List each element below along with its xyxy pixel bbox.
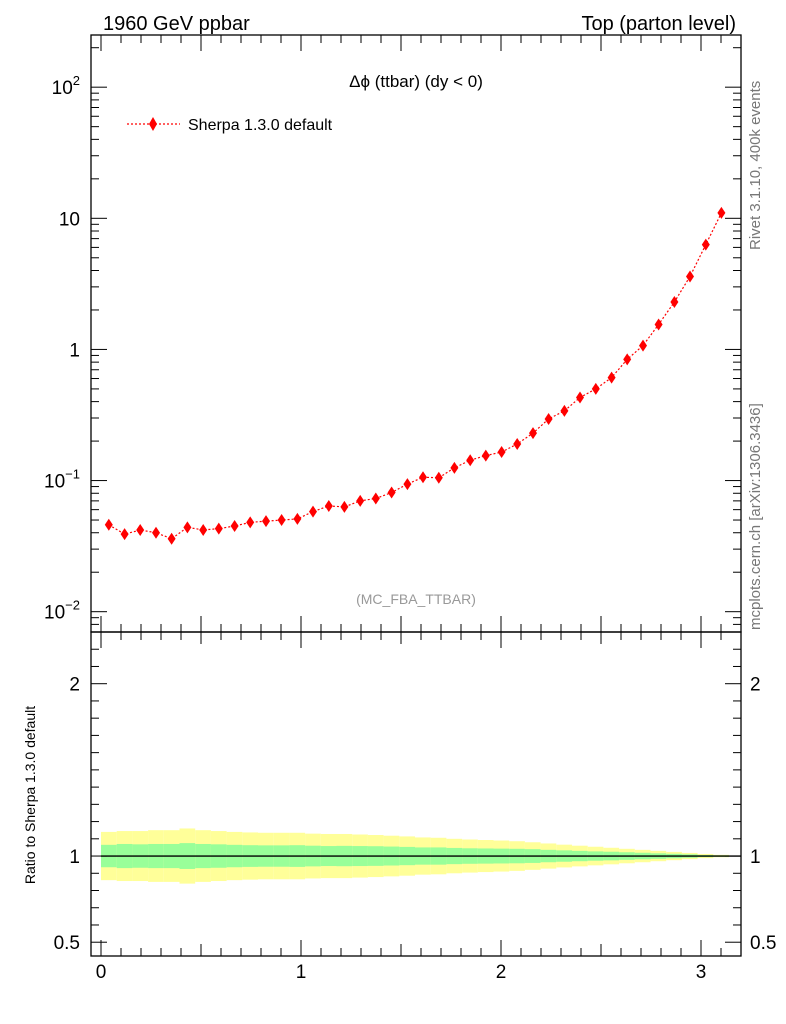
series-point — [701, 238, 710, 251]
series-point — [136, 523, 145, 536]
series-point — [199, 523, 208, 536]
series-point — [371, 492, 380, 505]
series-point — [293, 512, 302, 525]
legend-marker — [149, 117, 157, 131]
series-point — [560, 404, 569, 417]
series-point — [262, 515, 270, 528]
series-point — [670, 296, 679, 309]
ratio-y-tick-label-right: 1 — [750, 847, 761, 868]
main-y-tick-label: 10 — [59, 209, 80, 230]
ratio-panel: 0.5 0.5 1 1 2 2 0 1 2 3 Ratio to Sherpa 1.3.0 def… — [22, 631, 777, 983]
main-y-tick-label: 10−2 — [44, 598, 80, 624]
main-series — [104, 206, 726, 545]
series-point — [654, 318, 663, 331]
series-point — [277, 514, 286, 527]
series-point — [623, 353, 632, 366]
main-panel: 10−2 10−1 1 10 102 Δϕ (ttbar) (dy < 0) (MC_F… — [44, 34, 742, 633]
x-tick-label: 3 — [696, 962, 707, 983]
main-y-tick-label: 1 — [69, 340, 80, 361]
series-point — [434, 471, 443, 484]
series-point — [167, 532, 176, 545]
main-y-tick-label: 10−1 — [44, 467, 80, 493]
series-line — [108, 212, 722, 540]
main-ticks — [91, 35, 741, 633]
legend: Sherpa 1.3.0 default — [127, 117, 333, 134]
series-point — [403, 478, 412, 491]
series-point — [639, 339, 647, 352]
ratio-y-tick-label: 2 — [69, 675, 80, 696]
x-tick-label: 2 — [496, 962, 507, 983]
ratio-frame — [90, 631, 742, 957]
x-tick-label: 0 — [96, 962, 107, 983]
main-plot-title: Δϕ (ttbar) (dy < 0) — [349, 72, 483, 91]
series-point — [214, 522, 223, 535]
series-point — [387, 486, 396, 499]
series-point — [576, 391, 584, 404]
header-left: 1960 GeV ppbar — [103, 13, 250, 35]
series-point — [544, 412, 553, 425]
series-point — [497, 446, 506, 459]
rivet-label: Rivet 3.1.10, 400k events — [747, 81, 764, 250]
series-point — [324, 499, 333, 512]
series-point — [466, 454, 475, 467]
ratio-ticks — [91, 631, 741, 956]
series-point — [230, 520, 239, 533]
legend-label: Sherpa 1.3.0 default — [188, 117, 333, 134]
ratio-y-tick-label-right: 0.5 — [750, 933, 776, 954]
series-point — [419, 471, 427, 484]
series-point — [607, 371, 616, 384]
series-point — [591, 382, 600, 395]
ratio-y-tick-label: 0.5 — [54, 933, 80, 954]
series-point — [183, 521, 192, 534]
series-point — [309, 505, 317, 518]
series-point — [513, 438, 522, 451]
series-point — [450, 461, 459, 474]
header-right: Top (parton level) — [581, 13, 736, 35]
ratio-tick-labels: 0.5 0.5 1 1 2 2 0 1 2 3 — [54, 675, 777, 983]
ratio-y-axis-label: Ratio to Sherpa 1.3.0 default — [22, 706, 38, 884]
series-point — [481, 449, 490, 462]
series-point — [104, 518, 113, 531]
series-point — [717, 206, 726, 219]
main-y-tick-label: 102 — [52, 73, 80, 99]
series-point — [120, 528, 129, 541]
series-point — [152, 526, 160, 539]
series-point — [356, 494, 365, 507]
series-point — [340, 500, 349, 513]
watermark-label: (MC_FBA_TTBAR) — [356, 591, 476, 607]
main-tick-labels: 10−2 10−1 1 10 102 — [44, 73, 80, 624]
ratio-y-tick-label: 1 — [69, 847, 80, 868]
series-point — [529, 427, 537, 440]
series-point — [686, 270, 694, 283]
mcplots-label: mcplots.cern.ch [arXiv:1306.3436] — [747, 403, 764, 630]
x-tick-label: 1 — [296, 962, 307, 983]
ratio-y-tick-label-right: 2 — [750, 675, 761, 696]
series-point — [246, 516, 255, 529]
